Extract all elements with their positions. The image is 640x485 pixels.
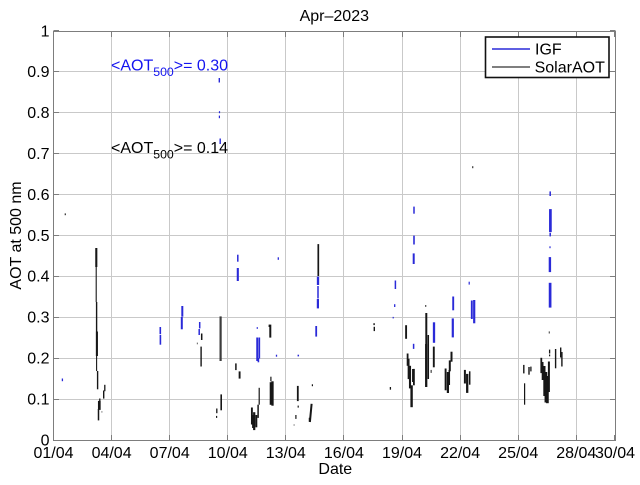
svg-text:0.8: 0.8: [27, 105, 49, 122]
svg-text:0.6: 0.6: [27, 187, 49, 204]
svg-text:1: 1: [41, 23, 50, 40]
svg-text:0.1: 0.1: [27, 391, 49, 408]
svg-text:<AOT500>= 0.14: <AOT500>= 0.14: [111, 140, 228, 162]
svg-text:07/04: 07/04: [150, 445, 190, 462]
svg-text:16/04: 16/04: [324, 445, 364, 462]
svg-text:30/04: 30/04: [595, 445, 635, 462]
svg-text:0.2: 0.2: [27, 351, 49, 368]
svg-text:10/04: 10/04: [208, 445, 248, 462]
svg-text:0.7: 0.7: [27, 146, 49, 163]
svg-text:25/04: 25/04: [498, 445, 538, 462]
svg-text:22/04: 22/04: [440, 445, 480, 462]
svg-text:19/04: 19/04: [382, 445, 422, 462]
svg-text:28/04: 28/04: [556, 445, 596, 462]
svg-text:0.9: 0.9: [27, 64, 49, 81]
svg-text:Date: Date: [318, 461, 352, 478]
svg-text:Apr–2023: Apr–2023: [300, 8, 369, 25]
svg-text:01/04: 01/04: [33, 445, 73, 462]
svg-text:0.5: 0.5: [27, 228, 49, 245]
svg-text:04/04: 04/04: [92, 445, 132, 462]
svg-text:IGF: IGF: [535, 42, 562, 59]
svg-text:<AOT500>= 0.30: <AOT500>= 0.30: [111, 57, 228, 79]
svg-text:0.4: 0.4: [27, 269, 49, 286]
svg-text:0.3: 0.3: [27, 310, 49, 327]
svg-text:SolarAOT: SolarAOT: [535, 60, 605, 77]
svg-text:13/04: 13/04: [266, 445, 306, 462]
svg-text:AOT at 500 nm: AOT at 500 nm: [8, 181, 25, 289]
svg-text:0: 0: [41, 432, 50, 449]
